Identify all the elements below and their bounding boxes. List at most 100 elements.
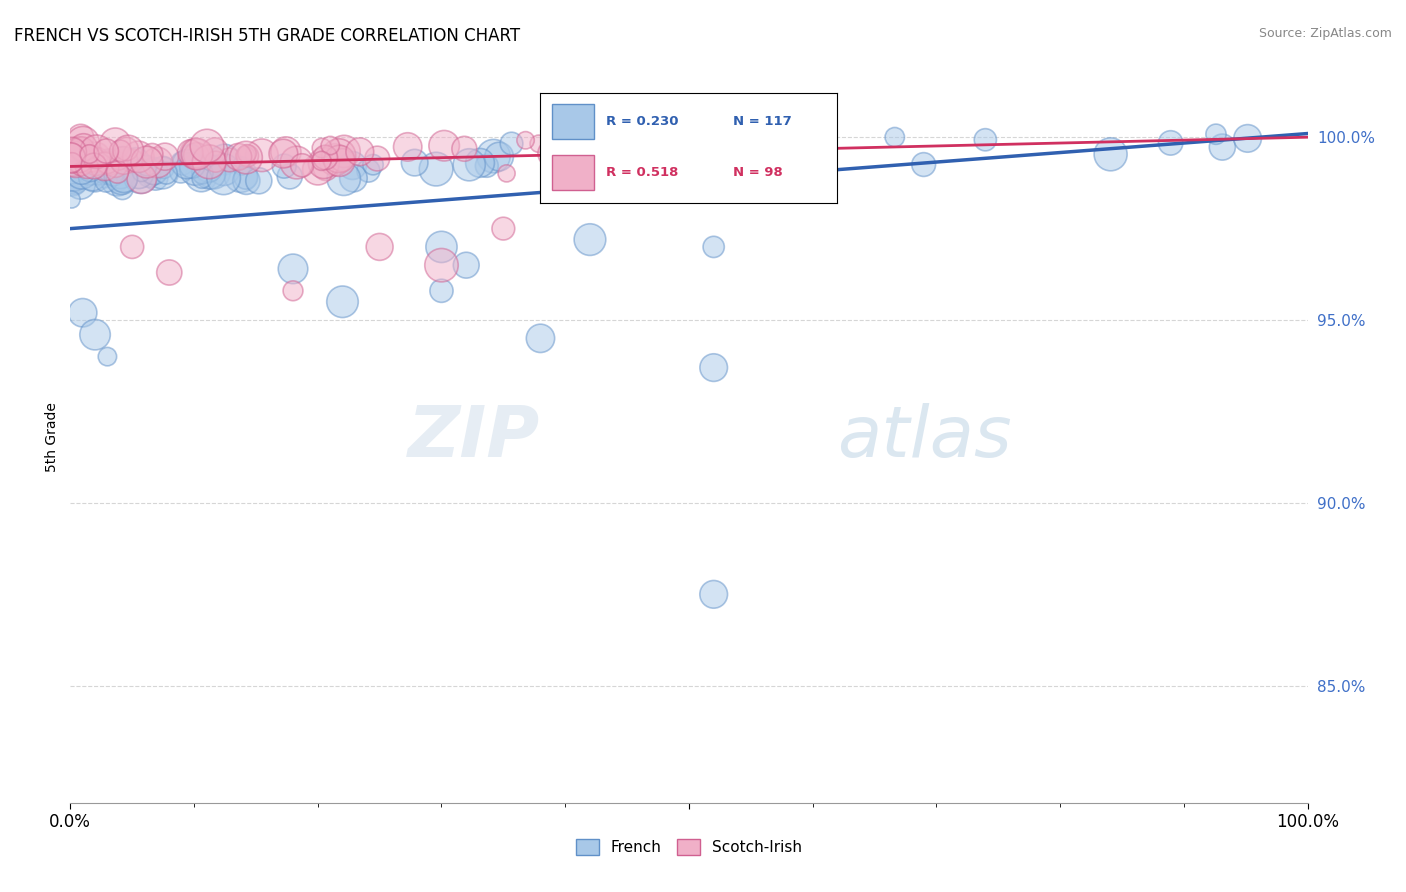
Point bbox=[60, 156, 83, 170]
Point bbox=[75, 158, 97, 172]
Point bbox=[430, 240, 453, 254]
Point bbox=[212, 170, 235, 185]
Point bbox=[69, 130, 91, 145]
Point bbox=[146, 155, 169, 169]
Point bbox=[974, 133, 997, 147]
Point bbox=[89, 165, 111, 179]
Point bbox=[59, 151, 82, 165]
Text: atlas: atlas bbox=[838, 402, 1012, 472]
Point bbox=[115, 142, 138, 156]
Point bbox=[231, 159, 253, 173]
Point bbox=[179, 145, 201, 160]
Point bbox=[361, 158, 384, 172]
Point bbox=[157, 266, 180, 280]
Point bbox=[60, 147, 83, 161]
Point bbox=[453, 142, 475, 156]
Point bbox=[112, 171, 135, 186]
Point bbox=[98, 153, 121, 168]
Point bbox=[100, 168, 122, 182]
Point bbox=[247, 174, 270, 188]
Point bbox=[307, 162, 329, 177]
Point bbox=[475, 159, 498, 173]
Point bbox=[65, 148, 87, 162]
Point bbox=[332, 171, 354, 186]
Point bbox=[235, 174, 257, 188]
Point bbox=[737, 146, 759, 161]
Point bbox=[574, 139, 596, 153]
Point bbox=[107, 172, 129, 186]
Point bbox=[110, 172, 132, 186]
Point bbox=[357, 163, 380, 178]
Point bbox=[456, 258, 478, 272]
Point bbox=[235, 151, 257, 165]
Point bbox=[501, 136, 523, 151]
Point bbox=[1099, 147, 1122, 161]
Point bbox=[110, 168, 132, 182]
Point bbox=[204, 154, 226, 169]
Y-axis label: 5th Grade: 5th Grade bbox=[45, 402, 59, 472]
Point bbox=[332, 294, 354, 309]
Point bbox=[278, 169, 301, 184]
Point bbox=[96, 161, 118, 175]
Point bbox=[59, 164, 82, 178]
Point bbox=[143, 164, 166, 178]
Point bbox=[186, 147, 208, 161]
Point bbox=[794, 147, 817, 161]
Point bbox=[84, 150, 107, 164]
Point bbox=[96, 144, 118, 158]
Point bbox=[195, 139, 218, 153]
Point bbox=[70, 142, 93, 156]
Point bbox=[330, 153, 353, 168]
Point bbox=[214, 153, 236, 167]
Point bbox=[170, 165, 193, 179]
Text: FRENCH VS SCOTCH-IRISH 5TH GRADE CORRELATION CHART: FRENCH VS SCOTCH-IRISH 5TH GRADE CORRELA… bbox=[14, 27, 520, 45]
Point bbox=[540, 146, 562, 161]
Point bbox=[86, 151, 108, 165]
Point bbox=[883, 130, 905, 145]
Point bbox=[1211, 140, 1233, 154]
Point bbox=[70, 166, 93, 180]
Point bbox=[110, 144, 132, 158]
Point bbox=[97, 155, 120, 169]
Point bbox=[172, 156, 194, 170]
Point bbox=[328, 153, 350, 168]
Point bbox=[59, 161, 82, 175]
Point bbox=[84, 327, 107, 342]
Point bbox=[79, 147, 101, 161]
Point bbox=[430, 284, 453, 298]
Point bbox=[579, 233, 602, 247]
Point bbox=[515, 133, 537, 147]
Point bbox=[312, 156, 335, 170]
Point bbox=[150, 166, 173, 180]
Point bbox=[468, 156, 491, 170]
Point bbox=[138, 169, 160, 183]
Point bbox=[112, 153, 135, 168]
Point bbox=[135, 155, 157, 169]
Point bbox=[60, 145, 83, 159]
Point bbox=[688, 138, 710, 153]
Point bbox=[69, 178, 91, 192]
Point bbox=[226, 150, 249, 164]
Point bbox=[79, 165, 101, 179]
Point bbox=[72, 306, 94, 320]
Point bbox=[84, 155, 107, 169]
Point bbox=[83, 169, 105, 184]
Point bbox=[69, 146, 91, 161]
Point bbox=[127, 150, 149, 164]
Point bbox=[458, 158, 481, 172]
Point bbox=[197, 161, 219, 176]
Text: Source: ZipAtlas.com: Source: ZipAtlas.com bbox=[1258, 27, 1392, 40]
Point bbox=[103, 169, 125, 184]
Point bbox=[104, 159, 127, 173]
Point bbox=[76, 160, 98, 174]
Point bbox=[155, 166, 177, 180]
Point bbox=[107, 175, 129, 189]
Point bbox=[315, 161, 337, 175]
Point bbox=[97, 165, 120, 179]
Point bbox=[83, 159, 105, 173]
Point bbox=[184, 146, 207, 161]
Point bbox=[104, 136, 127, 151]
Point bbox=[366, 152, 388, 166]
Point bbox=[60, 193, 83, 207]
Point bbox=[62, 143, 84, 157]
